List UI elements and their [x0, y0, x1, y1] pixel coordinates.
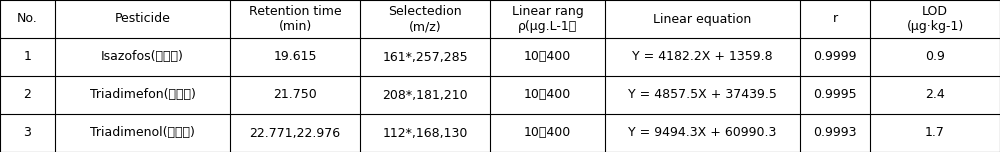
Text: 21.750: 21.750	[273, 88, 317, 102]
Text: 19.615: 19.615	[273, 50, 317, 64]
Text: 161*,257,285: 161*,257,285	[382, 50, 468, 64]
Text: r: r	[832, 12, 838, 26]
Text: 22.771,22.976: 22.771,22.976	[249, 126, 341, 140]
Text: 2: 2	[24, 88, 31, 102]
Text: 0.9993: 0.9993	[813, 126, 857, 140]
Text: 0.9999: 0.9999	[813, 50, 857, 64]
Text: Pesticide: Pesticide	[115, 12, 170, 26]
Text: No.: No.	[17, 12, 38, 26]
Text: 1.7: 1.7	[925, 126, 945, 140]
Text: 10～400: 10～400	[524, 88, 571, 102]
Text: 10～400: 10～400	[524, 126, 571, 140]
Text: Retention time
(min): Retention time (min)	[249, 5, 341, 33]
Text: 3: 3	[24, 126, 31, 140]
Text: Y = 4182.2X + 1359.8: Y = 4182.2X + 1359.8	[632, 50, 773, 64]
Text: 112*,168,130: 112*,168,130	[382, 126, 468, 140]
Text: LOD
(μg·kg-1): LOD (μg·kg-1)	[906, 5, 964, 33]
Text: 10～400: 10～400	[524, 50, 571, 64]
Text: Y = 9494.3X + 60990.3: Y = 9494.3X + 60990.3	[628, 126, 777, 140]
Text: 208*,181,210: 208*,181,210	[382, 88, 468, 102]
Text: 1: 1	[24, 50, 31, 64]
Text: Linear rang
ρ(μg.L-1）: Linear rang ρ(μg.L-1）	[512, 5, 583, 33]
Text: Isazofos(氯唢磷): Isazofos(氯唢磷)	[101, 50, 184, 64]
Text: Selectedion
(m/z): Selectedion (m/z)	[388, 5, 462, 33]
Text: Y = 4857.5X + 37439.5: Y = 4857.5X + 37439.5	[628, 88, 777, 102]
Text: 0.9995: 0.9995	[813, 88, 857, 102]
Text: 0.9: 0.9	[925, 50, 945, 64]
Text: 2.4: 2.4	[925, 88, 945, 102]
Text: Linear equation: Linear equation	[653, 12, 752, 26]
Text: Triadimefon(三唢酮): Triadimefon(三唢酮)	[90, 88, 195, 102]
Text: Triadimenol(三唢醇): Triadimenol(三唢醇)	[90, 126, 195, 140]
